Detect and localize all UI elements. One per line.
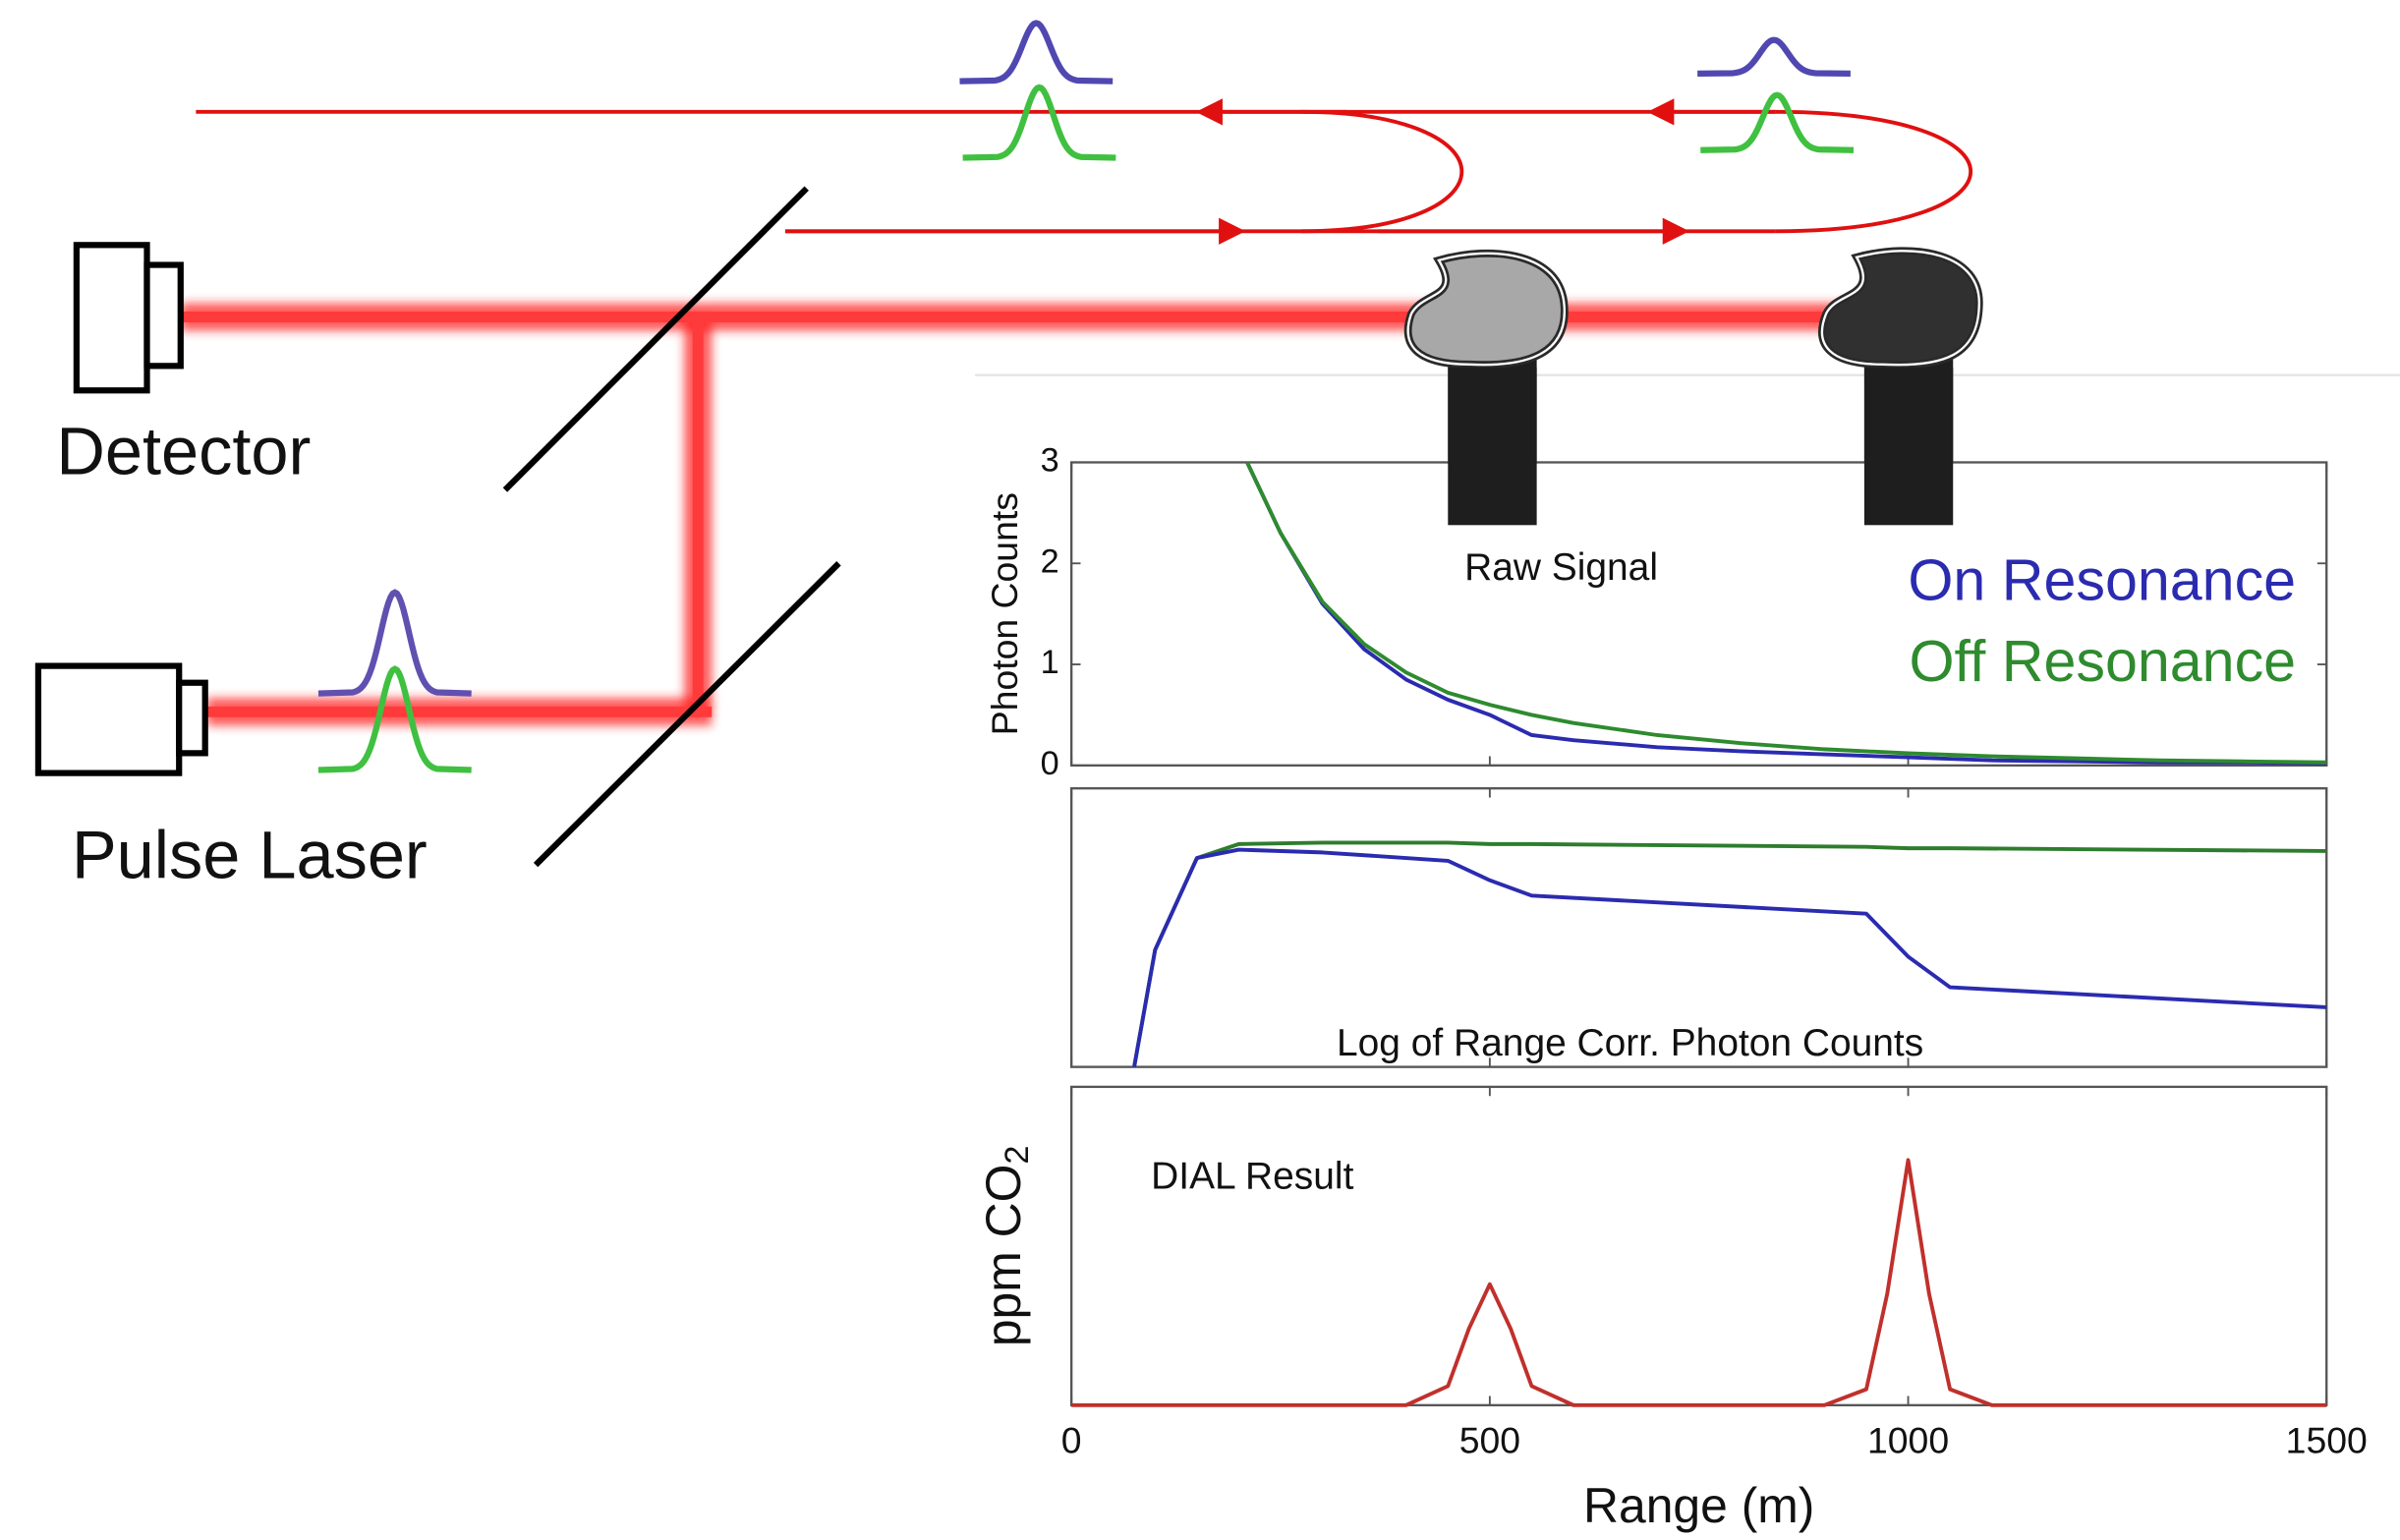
x-axis-label: Range (m) — [1583, 1478, 1814, 1533]
y-tick-label: 1 — [1041, 644, 1059, 681]
x-tick-label: 500 — [1459, 1420, 1520, 1461]
chart-title: Raw Signal — [1464, 546, 1658, 589]
pulse — [963, 87, 1116, 158]
y-axis-label-text: ppm CO — [976, 1165, 1031, 1347]
y-tick-label: 0 — [1041, 745, 1059, 782]
pulse — [1700, 95, 1854, 150]
y-tick-label: 3 — [1041, 442, 1059, 480]
chart-title: Log of Range Corr. Photon Counts — [1337, 1022, 1923, 1064]
diagram: Detector Pulse Laser 0 1 2 3 On Resonance Off… — [0, 0, 2400, 1540]
page: {"diagram": {"detector_label": "Detector… — [0, 0, 2400, 1540]
laser-label: Pulse Laser — [72, 817, 428, 892]
detector-label: Detector — [56, 413, 311, 488]
legend-label: On Resonance — [1908, 547, 2296, 613]
plot-frame — [1071, 462, 2326, 765]
charts: 0 1 2 3 On Resonance Off Resonance Raw Signal P… — [976, 442, 2368, 1533]
pulse — [959, 23, 1113, 81]
x-tick-label: 1000 — [1867, 1420, 1949, 1461]
pulse — [318, 593, 472, 694]
plume-stand-bar — [1448, 368, 1536, 525]
y-axis-label-text: Photon Counts — [984, 492, 1025, 735]
y-tick-label: 2 — [1041, 542, 1059, 580]
y-axis-label: Photon Counts — [984, 492, 1025, 735]
pulse — [1697, 40, 1851, 74]
mirror — [505, 189, 839, 865]
legend-label: Off Resonance — [1909, 628, 2296, 694]
plot-frame — [1071, 1087, 2326, 1405]
y-axis-label-sub: 2 — [999, 1146, 1036, 1165]
x-tick-label: 0 — [1061, 1420, 1082, 1461]
x-tick-label: 1500 — [2286, 1420, 2368, 1461]
beam-loops — [196, 112, 1971, 231]
y-axis-label: ppm CO2 — [976, 1146, 1036, 1347]
detector-icon — [77, 245, 181, 390]
laser-icon — [38, 666, 205, 773]
plume-stand-bar — [1864, 368, 1953, 525]
chart-title: DIAL Result — [1151, 1156, 1353, 1198]
